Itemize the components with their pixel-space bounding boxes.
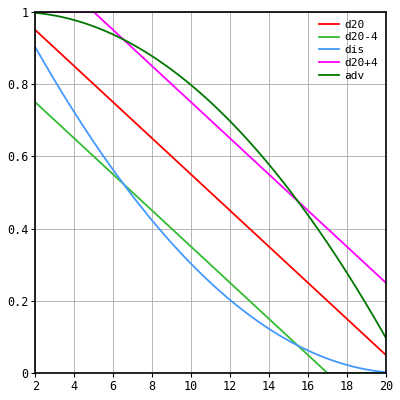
dis: [373, 369, 378, 374]
dis: [194, 267, 199, 272]
d20-4: [374, 371, 378, 376]
dis: [373, 368, 378, 373]
d20-4: [51, 116, 56, 121]
d20: [309, 284, 314, 288]
Line: d20+4: d20+4: [35, 12, 386, 283]
adv: [309, 218, 314, 222]
Legend: d20, d20-4, dis, d20+4, adv: d20, d20-4, dis, d20+4, adv: [317, 18, 380, 83]
Line: adv: adv: [35, 13, 386, 338]
d20+4: [309, 211, 314, 216]
adv: [194, 87, 199, 92]
d20-4: [309, 356, 314, 360]
d20+4: [373, 271, 378, 276]
d20-4: [33, 100, 38, 105]
adv: [51, 13, 56, 18]
dis: [33, 45, 38, 50]
d20-4: [325, 371, 330, 376]
adv: [33, 10, 38, 15]
d20+4: [33, 10, 38, 14]
Line: dis: dis: [35, 47, 386, 372]
adv: [373, 318, 378, 322]
d20-4: [194, 249, 199, 254]
dis: [309, 350, 314, 354]
dis: [203, 276, 208, 281]
d20: [203, 186, 208, 190]
adv: [373, 318, 378, 323]
Line: d20-4: d20-4: [35, 102, 386, 373]
dis: [51, 76, 56, 80]
d20+4: [194, 105, 199, 110]
d20+4: [384, 280, 388, 285]
d20: [384, 353, 388, 358]
d20: [373, 343, 378, 348]
d20-4: [203, 258, 208, 263]
d20: [194, 177, 199, 182]
d20-4: [384, 371, 388, 376]
d20: [33, 28, 38, 32]
d20+4: [373, 271, 378, 276]
dis: [384, 370, 388, 375]
d20+4: [203, 114, 208, 118]
adv: [203, 96, 208, 100]
d20+4: [51, 10, 56, 14]
d20-4: [373, 371, 378, 376]
d20: [51, 44, 56, 49]
d20: [373, 343, 378, 348]
adv: [384, 336, 388, 340]
Line: d20: d20: [35, 30, 386, 355]
